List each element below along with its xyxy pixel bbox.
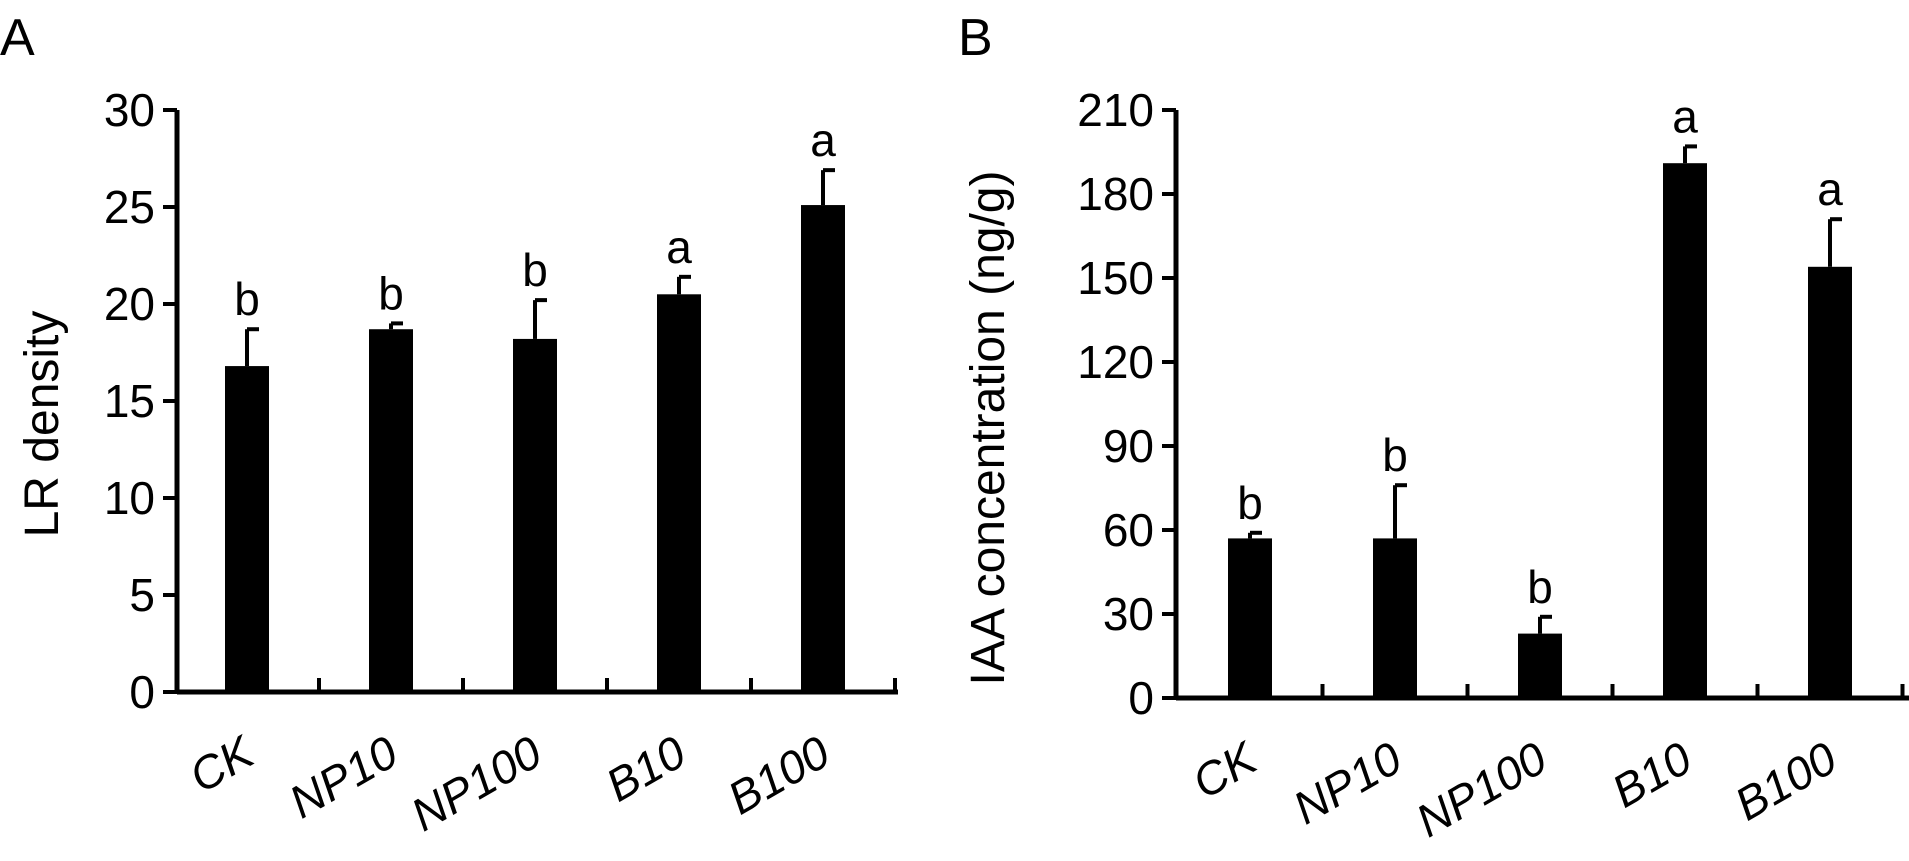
significance-label: a bbox=[1672, 90, 1698, 142]
significance-label: b bbox=[1237, 477, 1263, 529]
bar bbox=[1518, 633, 1562, 698]
panel-a-bars: b b b a a bbox=[225, 114, 845, 692]
y-tick-label: 5 bbox=[129, 569, 155, 621]
y-tick-label: 210 bbox=[1077, 84, 1154, 136]
bar bbox=[801, 205, 845, 692]
panel-a-y-axis-title: LR density bbox=[16, 311, 69, 538]
category-label: CK bbox=[181, 724, 264, 802]
category-label: NP10 bbox=[280, 725, 406, 828]
significance-label: a bbox=[810, 114, 836, 166]
bar bbox=[1808, 266, 1852, 698]
panel-b-letter: B bbox=[958, 9, 993, 67]
bar bbox=[225, 366, 269, 692]
significance-label: b bbox=[522, 244, 548, 296]
y-tick-label: 90 bbox=[1103, 420, 1154, 472]
y-tick-label: 30 bbox=[104, 84, 155, 136]
y-tick-label: 25 bbox=[104, 181, 155, 233]
category-label: NP100 bbox=[1407, 731, 1555, 847]
y-tick-label: 10 bbox=[104, 472, 155, 524]
panel-a-letter: A bbox=[0, 9, 35, 67]
y-tick-label: 60 bbox=[1103, 504, 1154, 556]
bar bbox=[1228, 538, 1272, 698]
category-label: B10 bbox=[597, 725, 694, 811]
y-tick-label: 0 bbox=[1128, 672, 1154, 724]
category-label: B100 bbox=[719, 725, 838, 824]
bar bbox=[657, 294, 701, 692]
bar bbox=[1373, 538, 1417, 698]
category-label: B10 bbox=[1603, 731, 1700, 817]
y-tick-label: 180 bbox=[1077, 168, 1154, 220]
y-tick-label: 0 bbox=[129, 666, 155, 718]
y-tick-label: 120 bbox=[1077, 336, 1154, 388]
panel-b: B IAA concentration (ng/g) 0 30 60 90 120 150… bbox=[958, 9, 1909, 847]
panel-a: A LR density 0 5 10 15 20 25 30 b b b a a CK NP10NP… bbox=[0, 9, 898, 841]
significance-label: b bbox=[1527, 561, 1553, 613]
y-tick-label: 30 bbox=[1103, 588, 1154, 640]
panel-a-y-ticks: 0 5 10 15 20 25 30 bbox=[104, 84, 897, 718]
category-label: B100 bbox=[1726, 731, 1845, 830]
bar bbox=[1663, 163, 1707, 698]
panel-b-y-axis-title: IAA concentration (ng/g) bbox=[962, 171, 1015, 686]
y-tick-label: 15 bbox=[104, 375, 155, 427]
bar bbox=[369, 329, 413, 692]
significance-label: b bbox=[378, 267, 404, 319]
y-tick-label: 150 bbox=[1077, 252, 1154, 304]
panel-b-y-ticks: 0 30 60 90 120 150 180 210 bbox=[1077, 84, 1905, 724]
category-label: NP10 bbox=[1284, 731, 1410, 834]
category-label: CK bbox=[1184, 730, 1267, 808]
significance-label: a bbox=[666, 221, 692, 273]
significance-label: a bbox=[1817, 163, 1843, 215]
category-label: NP100 bbox=[402, 725, 550, 841]
bar bbox=[513, 338, 557, 692]
panel-b-bars: b b b a a bbox=[1228, 90, 1852, 698]
significance-label: b bbox=[1382, 429, 1408, 481]
y-tick-label: 20 bbox=[104, 278, 155, 330]
significance-label: b bbox=[234, 273, 260, 325]
